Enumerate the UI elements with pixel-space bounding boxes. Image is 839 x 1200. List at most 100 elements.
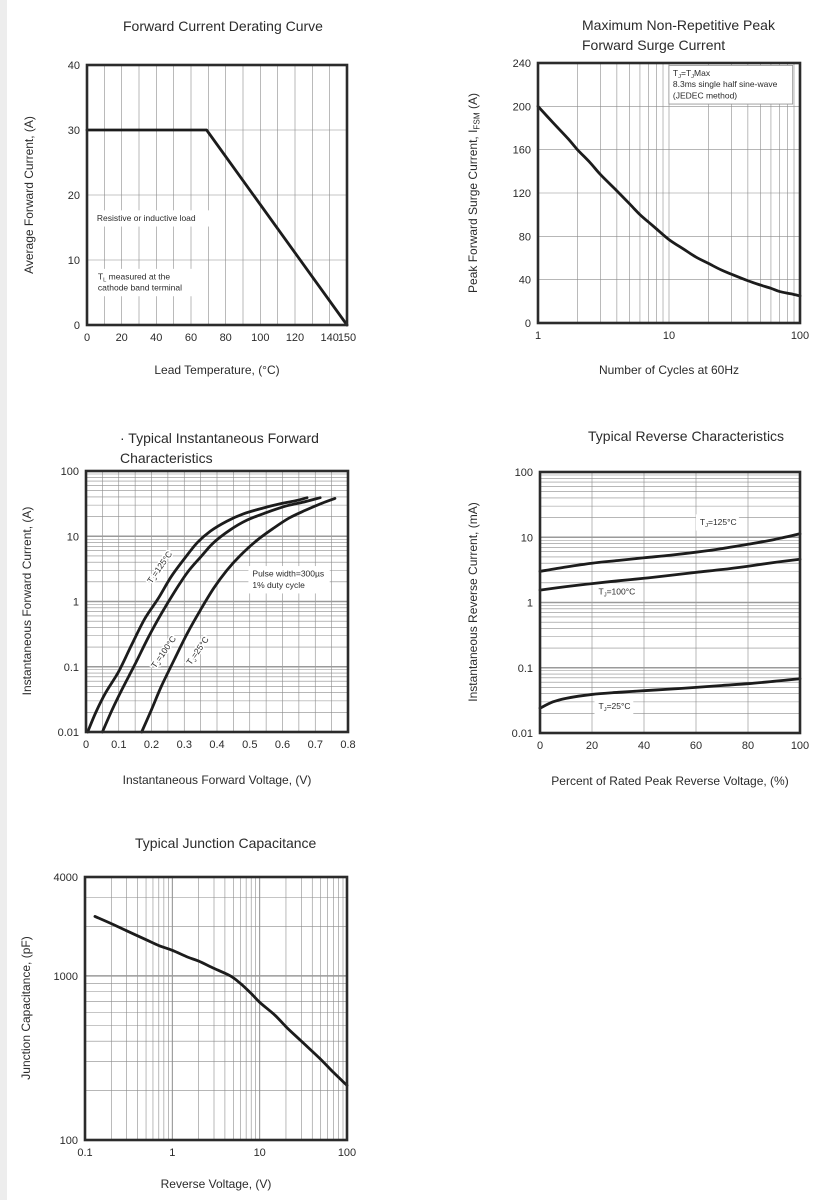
series-tj-25c [140,497,337,734]
annotation-text: TJ=125°C [700,517,737,529]
chart-title: Characteristics [120,450,213,466]
y-tick-label: 40 [519,275,531,287]
y-tick-label: 10 [68,255,80,267]
x-axis-label: Percent of Rated Peak Reverse Voltage, (… [551,774,788,788]
x-tick-label: 0.1 [111,739,126,751]
annotation-bg [248,566,330,594]
chart-title: Maximum Non-Repetitive Peak [582,17,776,33]
annotation-text: TJ=125°C [145,549,176,586]
annotation-text: TJ=25°C [184,635,212,668]
gridlines [538,63,800,323]
x-tick-label: 10 [254,1147,266,1159]
x-tick-label: 150 [338,332,356,344]
y-tick-label: 0.01 [512,728,533,740]
x-tick-label: 0 [83,739,89,751]
tick-labels: 0 20 40 60 80 100 0.01 0.1 1 10 100 [512,467,810,752]
x-tick-label: 0.8 [340,739,355,751]
annotation-text: 8.3ms single half sine-wave [673,79,778,89]
y-tick-label: 1000 [54,971,78,983]
chart-forward-current-derating: Resistive or inductive load TL measured a… [22,18,356,377]
x-tick-label: 20 [586,740,598,752]
y-tick-label: 160 [513,145,531,157]
annotation-text: TJ=25°C [599,701,631,713]
annotation-bg [92,210,217,227]
y-tick-label: 0.1 [518,663,533,675]
y-tick-label: 40 [68,60,80,72]
x-tick-label: 0.7 [308,739,323,751]
annotation-bg [93,268,193,297]
y-tick-label: 100 [61,466,79,478]
x-axis-label: Reverse Voltage, (V) [161,1177,272,1191]
y-tick-label: 4000 [54,872,78,884]
plot-border [83,875,349,1142]
x-tick-label: 140 [321,332,339,344]
y-tick-label: 0 [525,318,531,330]
x-tick-label: 0 [537,740,543,752]
chart-title: Typical Reverse Characteristics [588,428,784,444]
annotation: TJ=25°C [594,698,634,715]
x-tick-label: 100 [791,740,809,752]
x-tick-label: 10 [663,330,675,342]
annotation: TJ=100°C [147,633,180,672]
plot-border [85,63,349,327]
gridlines [86,471,348,732]
chart-typical-reverse-characteristics: TJ=125°CTJ=100°CTJ=25°C0 20 40 60 80 1000.010… [466,428,810,788]
y-tick-label: 80 [519,231,531,243]
series-tj-100c [100,496,322,734]
annotation-text: 1% duty cycle [252,580,305,590]
y-axis-label: Instantaneous Reverse Current, (mA) [466,502,480,701]
gridlines [540,472,800,733]
y-tick-label: 100 [60,1135,78,1147]
series-tj-125c [538,532,802,573]
annotation: TJ=125°C [695,514,739,531]
plot-border [536,61,802,325]
tick-labels: 0 0.1 0.2 0.3 0.4 0.5 0.6 0.7 0.8 0.01 0.1 1 10 100 [58,466,356,751]
series-tj-125c [86,496,309,734]
x-tick-label: 40 [150,332,162,344]
annotation-text: TJ=TJMax [673,68,711,80]
annotation-bg [695,514,739,531]
y-tick-label: 240 [513,58,531,70]
annotation-text: (JEDEC method) [673,90,737,100]
x-tick-label: 0.5 [242,739,257,751]
x-tick-label: 40 [638,740,650,752]
x-tick-label: 20 [116,332,128,344]
chart-typical-junction-capacitance: 0.1 1 10 100 100 1000 4000 Typical Junction Cap… [19,835,357,1191]
y-tick-label: 1 [527,598,533,610]
series-cj-vs-vr [93,915,349,1087]
x-tick-label: 1 [535,330,541,342]
series-tj-100c [538,557,802,592]
annotation-text: Pulse width=300µs [252,569,324,579]
annotation-text: TJ=100°C [149,634,180,671]
y-tick-label: 1 [73,597,79,609]
x-tick-label: 1 [169,1147,175,1159]
y-axis-label: Peak Forward Surge Current, IFSM (A) [466,93,482,293]
annotation-bg [594,698,634,715]
x-tick-label: 80 [742,740,754,752]
annotation-text: TJ=100°C [599,587,636,599]
chart-title: · Typical Instantaneous Forward [120,430,319,446]
x-axis-label: Number of Cycles at 60Hz [599,363,739,377]
y-tick-label: 120 [513,188,531,200]
x-tick-label: 60 [185,332,197,344]
annotation-bg [668,64,794,105]
tick-labels: 0.1 1 10 100 100 1000 4000 [54,872,357,1159]
x-tick-label: 0.3 [177,739,192,751]
tick-labels: 1 10 100 0 40 80 120 160 200 240 [513,58,810,342]
plot-border [538,470,802,735]
y-tick-label: 100 [515,467,533,479]
x-tick-label: 100 [251,332,269,344]
y-tick-label: 10 [67,531,79,543]
y-axis-label: Instantaneous Forward Current, (A) [20,507,34,696]
series-average-forward-current-limit [85,128,349,327]
chart-title: Forward Current Derating Curve [123,18,323,34]
x-axis-label: Lead Temperature, (°C) [154,363,279,377]
y-tick-label: 10 [521,532,533,544]
y-tick-label: 0.01 [58,727,79,739]
x-tick-label: 0.2 [144,739,159,751]
plot-border [84,469,350,734]
